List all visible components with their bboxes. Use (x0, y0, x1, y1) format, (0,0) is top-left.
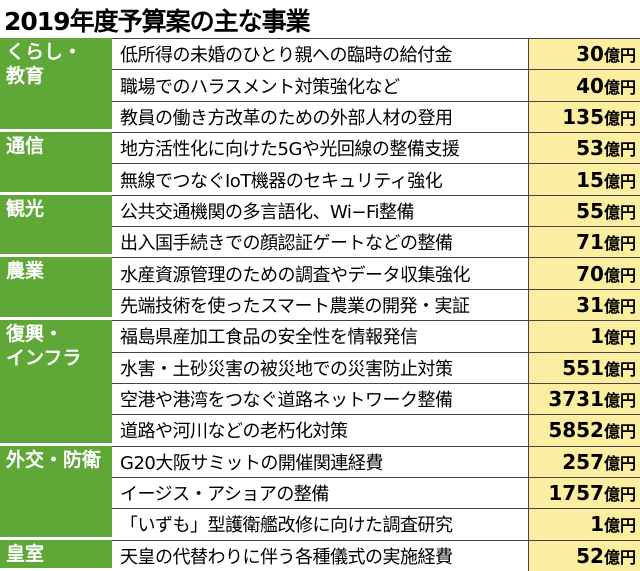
category-cell: 皇室 (0, 539, 112, 571)
amount: 70 (576, 261, 604, 286)
amount: 55 (576, 198, 604, 223)
category-cell: くらし・ 教育 (0, 38, 112, 133)
unit: 億円 (603, 391, 636, 411)
amount: 31 (576, 292, 604, 317)
category-name: 農業 (6, 260, 45, 283)
unit: 億円 (603, 265, 636, 285)
amount: 1757 (548, 481, 604, 506)
unit: 億円 (603, 202, 636, 222)
amount-cell: 257 億円 (528, 445, 640, 477)
category-name: くらし・ (6, 41, 83, 63)
category-cell: 通信 (0, 132, 112, 195)
item-cell: G20大阪サミットの開催関連経費 (112, 445, 528, 477)
category-name: 通信 (6, 135, 45, 158)
item-cell: 水害・土砂災害の被災地での災害防止対策 (112, 351, 528, 383)
category-cell: 農業 (0, 257, 112, 321)
amount: 15 (576, 167, 604, 192)
item-cell: 教員の働き方改革のための外部人材の登用 (112, 100, 528, 133)
unit: 億円 (603, 547, 636, 567)
amount-cell: 1757 億円 (528, 476, 640, 509)
amount: 1 (590, 324, 604, 349)
item-cell: 出入国手続きでの顔認証ゲートなどの整備 (112, 226, 528, 258)
category-name: 復興・ (6, 323, 64, 346)
item-cell: 「いずも」型護衛艦改修に向けた調査研究 (112, 508, 528, 540)
amount-cell: 3731 億円 (528, 382, 640, 415)
amount-cell: 5852 億円 (528, 414, 640, 446)
item-cell: 公共交通機関の多言語化、Wi−Fi整備 (112, 194, 528, 227)
amount: 71 (576, 230, 604, 255)
category-name: 観光 (6, 197, 45, 220)
amount-cell: 135 億円 (528, 100, 640, 133)
unit: 億円 (603, 422, 636, 442)
amount: 257 (562, 449, 604, 474)
amount-cell: 15 億円 (528, 163, 640, 195)
unit: 億円 (603, 485, 636, 505)
unit: 億円 (603, 171, 636, 191)
amount-cell: 53 億円 (528, 132, 640, 164)
item-cell: 天皇の代替わりに伴う各種儀式の実施経費 (112, 539, 528, 571)
amount: 53 (576, 136, 604, 161)
unit: 億円 (603, 108, 636, 128)
unit: 億円 (603, 453, 636, 473)
amount-cell: 55 億円 (528, 194, 640, 227)
category-name: 教育 (6, 65, 45, 87)
item-cell: イージス・アショアの整備 (112, 476, 528, 509)
amount-cell: 40 億円 (528, 69, 640, 101)
category-cell: 観光 (0, 194, 112, 258)
amount-cell: 30 億円 (528, 38, 640, 70)
amount-cell: 1 億円 (528, 320, 640, 352)
category-name: 皇室 (6, 542, 45, 565)
amount-cell: 71 億円 (528, 226, 640, 258)
unit: 億円 (603, 328, 636, 348)
item-cell: 無線でつなぐIoT機器のセキュリティ強化 (112, 163, 528, 195)
amount: 1 (590, 512, 604, 537)
amount-cell: 70 億円 (528, 257, 640, 289)
item-cell: 空港や港湾をつなぐ道路ネットワーク整備 (112, 382, 528, 415)
item-cell: 低所得の未婚のひとり親への臨時の給付金 (112, 38, 528, 70)
unit: 億円 (603, 516, 636, 536)
amount-cell: 551 億円 (528, 351, 640, 383)
amount: 40 (576, 73, 604, 98)
item-cell: 先端技術を使ったスマート農業の開発・実証 (112, 288, 528, 321)
category-name: インフラ (6, 347, 82, 370)
unit: 億円 (603, 359, 636, 379)
unit: 億円 (603, 234, 636, 254)
amount: 52 (576, 543, 604, 568)
category-cell: 復興・ インフラ (0, 320, 112, 446)
category-cell: 外交・防衛 (0, 445, 112, 540)
amount-cell: 52 億円 (528, 539, 640, 571)
unit: 億円 (603, 296, 636, 316)
item-cell: 道路や河川などの老朽化対策 (112, 414, 528, 446)
unit: 億円 (603, 77, 636, 97)
amount: 30 (576, 42, 604, 67)
item-cell: 職場でのハラスメント対策強化など (112, 69, 528, 101)
amount-cell: 31 億円 (528, 288, 640, 321)
amount-cell: 1 億円 (528, 508, 640, 540)
unit: 億円 (603, 140, 636, 160)
category-name: 外交・防衛 (6, 448, 102, 471)
unit: 億円 (603, 46, 636, 66)
item-cell: 水産資源管理のための調査やデータ収集強化 (112, 257, 528, 289)
amount: 5852 (548, 418, 604, 443)
amount: 3731 (548, 387, 604, 412)
amount: 135 (562, 104, 604, 129)
item-cell: 地方活性化に向けた5Gや光回線の整備支援 (112, 132, 528, 164)
title: 2019年度予算案の主な事業 (4, 7, 311, 36)
amount: 551 (562, 355, 604, 380)
item-cell: 福島県産加工食品の安全性を情報発信 (112, 320, 528, 352)
